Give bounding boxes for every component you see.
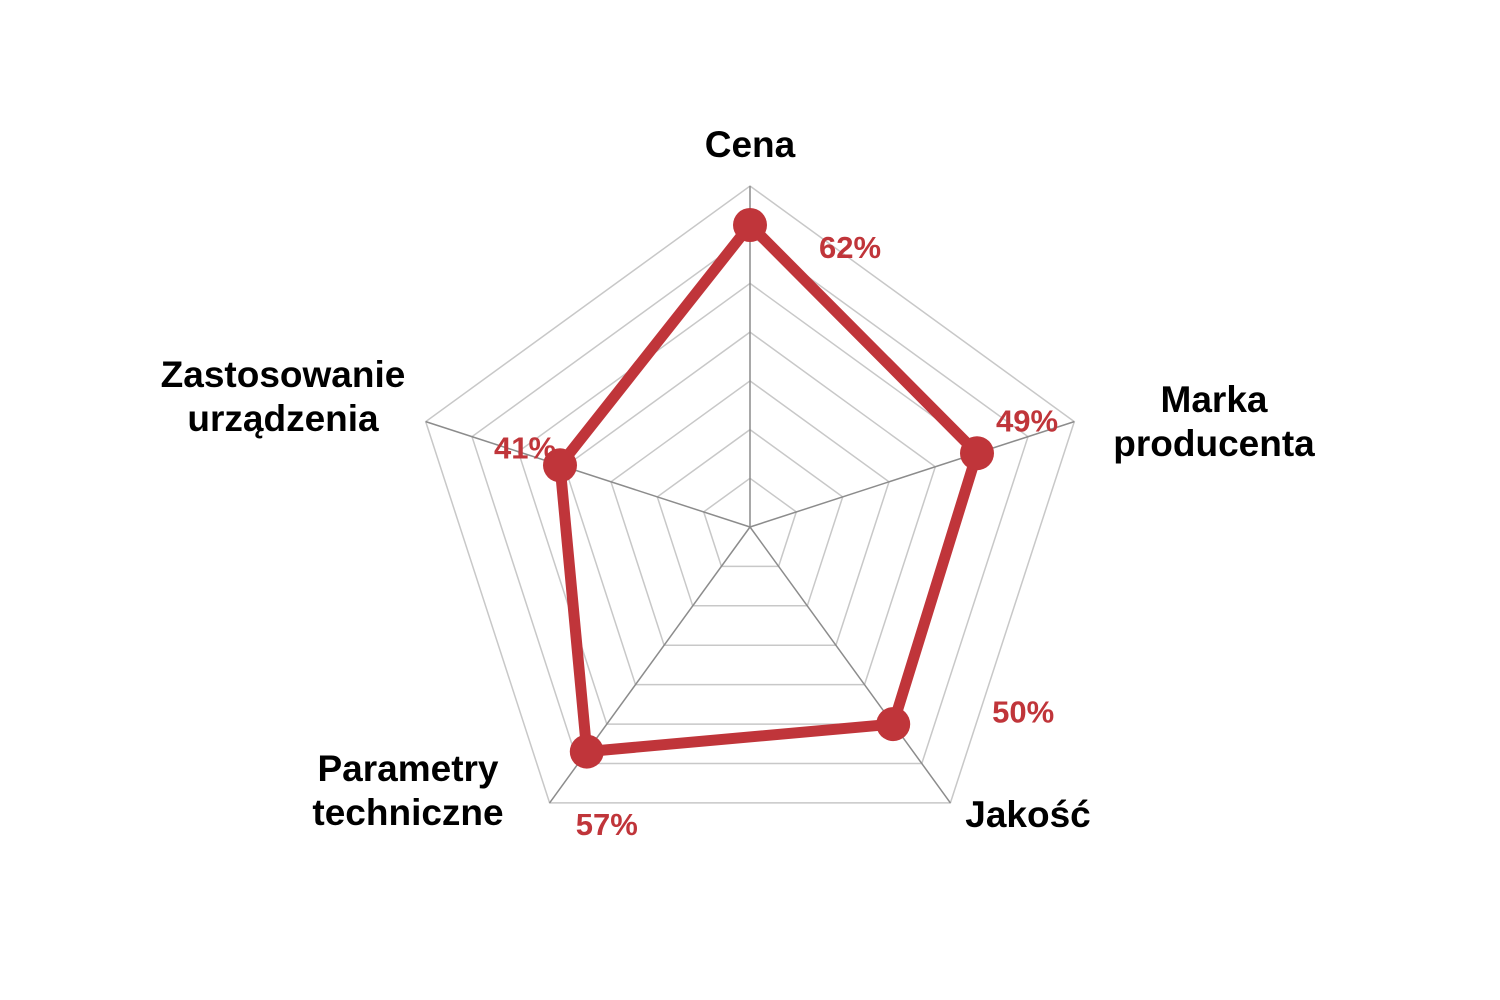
category-label: Parametry techniczne <box>312 748 503 833</box>
category-label-line: Cena <box>705 124 796 165</box>
category-label-line: Parametry <box>317 748 498 789</box>
grid-spoke <box>749 526 952 804</box>
data-point <box>733 208 767 242</box>
data-point <box>960 436 994 471</box>
series-line <box>554 219 983 758</box>
grid-ring <box>424 185 1076 804</box>
category-label-line: Zastosowanie <box>161 354 406 395</box>
data-label: 41% <box>494 430 556 465</box>
radar-labels: 62% 49% 50% 57% 41% Cena Marka producenta Jakość… <box>161 124 1315 842</box>
data-point <box>876 707 911 742</box>
category-label-line: Jakość <box>965 794 1091 835</box>
data-label: 50% <box>992 694 1054 729</box>
category-label: Jakość <box>965 794 1091 835</box>
data-label: 62% <box>819 230 881 265</box>
category-label-line: techniczne <box>312 792 503 833</box>
data-label: 57% <box>576 807 638 842</box>
grid-ring <box>656 428 844 607</box>
category-label: Zastosowanie urządzenia <box>161 354 406 439</box>
data-point <box>543 448 577 483</box>
grid-ring <box>471 233 1029 765</box>
grid-ring <box>610 379 890 646</box>
category-label: Marka producenta <box>1113 379 1315 464</box>
category-label: Cena <box>705 124 796 165</box>
data-label: 49% <box>996 403 1058 438</box>
category-label-line: Marka <box>1161 379 1268 420</box>
category-label-line: urządzenia <box>187 398 379 439</box>
radar-series <box>543 208 994 769</box>
grid-spoke <box>425 420 751 528</box>
grid-ring <box>563 331 937 686</box>
radar-grid <box>424 185 1076 804</box>
category-label-line: producenta <box>1113 423 1315 464</box>
data-point <box>569 734 604 769</box>
grid-spoke <box>749 420 1075 528</box>
grid-ring <box>702 477 798 568</box>
